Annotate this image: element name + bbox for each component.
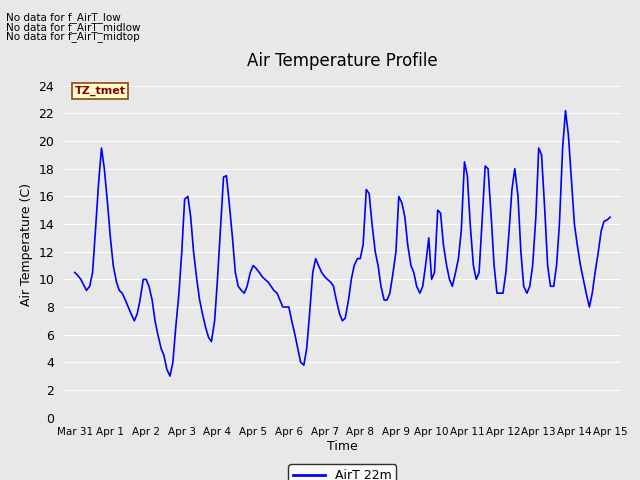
- Legend: AirT 22m: AirT 22m: [289, 464, 396, 480]
- X-axis label: Time: Time: [327, 440, 358, 453]
- Text: No data for f_AirT_midlow: No data for f_AirT_midlow: [6, 22, 141, 33]
- Text: TZ_tmet: TZ_tmet: [75, 86, 125, 96]
- Title: Air Temperature Profile: Air Temperature Profile: [247, 52, 438, 71]
- Text: No data for f_AirT_low: No data for f_AirT_low: [6, 12, 121, 23]
- Y-axis label: Air Temperature (C): Air Temperature (C): [20, 183, 33, 306]
- Text: No data for f_AirT_midtop: No data for f_AirT_midtop: [6, 31, 140, 42]
